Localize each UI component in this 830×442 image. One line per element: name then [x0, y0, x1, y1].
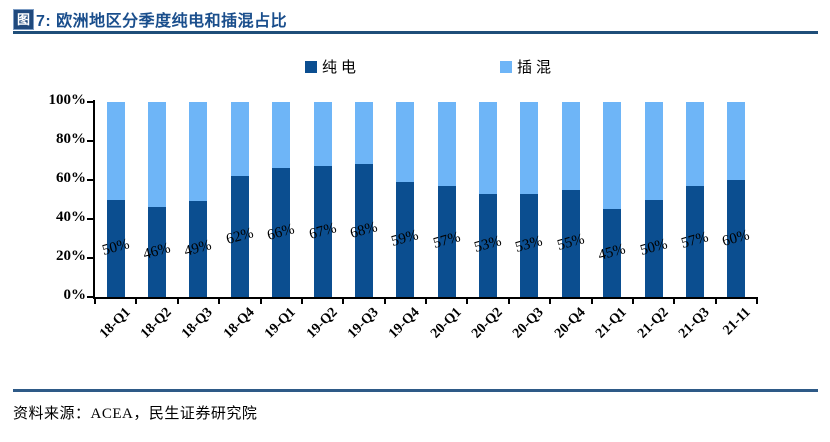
bar-segment-bev	[189, 201, 208, 297]
phev-swatch-icon	[500, 60, 512, 73]
y-axis-tick-label: 0%	[63, 287, 87, 303]
bar-data-label: 59%	[389, 227, 421, 251]
y-tick-mark	[87, 257, 94, 259]
x-tick-mark	[756, 297, 758, 304]
legend-label-bev: 纯电	[322, 60, 361, 76]
y-tick-mark	[87, 101, 94, 103]
bar-segment-phev	[272, 102, 291, 169]
bar-segment-bev	[230, 176, 249, 297]
figure-title: 7: 欧洲地区分季度纯电和插混占比	[36, 13, 288, 30]
legend-item-bev: 纯电	[305, 59, 361, 76]
figure-badge: 图	[13, 8, 34, 30]
bar-segment-phev	[685, 102, 704, 186]
legend-item-phev: 插混	[500, 59, 556, 76]
bar-segment-bev	[437, 185, 456, 297]
bar-data-label: 55%	[555, 231, 587, 255]
bar-segment-phev	[644, 102, 663, 200]
bar-data-label: 60%	[720, 226, 752, 250]
bar-segment-phev	[189, 102, 208, 202]
bar-segment-phev	[727, 102, 746, 180]
bar-segment-phev	[603, 102, 622, 210]
bar-segment-bev	[313, 166, 332, 297]
bar-segment-bev	[148, 207, 167, 297]
bar-segment-bev	[685, 185, 704, 297]
x-tick-mark	[383, 297, 386, 304]
bar-data-label: 46%	[141, 240, 173, 263]
bar-data-label: 57%	[679, 229, 711, 253]
figure-header: 图 7: 欧洲地区分季度纯电和插混占比	[13, 8, 287, 30]
title-underline	[13, 31, 818, 34]
x-tick-mark	[466, 297, 469, 304]
y-tick-mark	[87, 179, 94, 181]
source-note: 资料来源：ACEA，民生证券研究院	[13, 406, 258, 422]
y-axis-tick-label: 100%	[48, 92, 87, 108]
bar-segment-phev	[437, 102, 456, 186]
bar-data-label: 57%	[431, 229, 462, 253]
bar-data-label: 67%	[307, 219, 338, 243]
bar-data-label: 62%	[224, 224, 256, 248]
bar-segment-bev	[479, 193, 498, 297]
x-tick-mark	[176, 297, 179, 304]
y-axis-tick-label: 80%	[56, 131, 86, 147]
bar-data-label: 50%	[100, 236, 131, 260]
y-axis-tick-label: 20%	[56, 248, 86, 264]
bar-data-label: 53%	[472, 233, 504, 257]
bar-segment-phev	[561, 102, 580, 190]
x-tick-mark	[342, 297, 345, 304]
bar-segment-phev	[230, 102, 249, 177]
bar-segment-phev	[106, 102, 125, 200]
bar-segment-bev	[644, 199, 663, 297]
bar-segment-bev	[520, 193, 539, 297]
x-tick-mark	[425, 297, 427, 304]
bar-segment-bev	[561, 189, 580, 297]
bar-segment-phev	[520, 102, 539, 194]
bar-segment-phev	[396, 102, 415, 182]
bar-data-label: 68%	[348, 218, 380, 242]
bar-data-label: 50%	[638, 236, 669, 260]
bar-segment-phev	[148, 102, 167, 208]
y-tick-mark	[87, 218, 94, 220]
x-tick-mark	[94, 297, 96, 304]
y-tick-mark	[87, 296, 94, 298]
bar-segment-bev	[106, 199, 125, 297]
y-axis-tick-label: 60%	[56, 170, 86, 186]
x-tick-mark	[259, 297, 262, 304]
footer-divider	[13, 389, 818, 392]
bar-segment-phev	[354, 102, 373, 165]
bar-segment-bev	[396, 181, 415, 297]
x-tick-mark	[135, 297, 138, 304]
x-tick-mark	[631, 297, 634, 304]
legend-label-phev: 插混	[517, 60, 556, 76]
y-axis-tick-label: 40%	[56, 209, 86, 225]
y-axis-line	[93, 100, 95, 299]
bar-segment-bev	[603, 209, 622, 297]
x-tick-mark	[590, 297, 593, 304]
y-tick-mark	[87, 140, 94, 142]
bev-swatch-icon	[305, 60, 317, 73]
bar-segment-bev	[727, 180, 746, 297]
bar-segment-bev	[272, 168, 291, 297]
bar-segment-bev	[354, 164, 373, 297]
bar-segment-phev	[313, 102, 332, 167]
x-tick-mark	[673, 297, 676, 304]
bar-segment-phev	[479, 102, 498, 194]
x-tick-mark	[300, 297, 303, 304]
bar-data-label: 53%	[513, 233, 545, 257]
bar-data-label: 49%	[182, 237, 214, 261]
x-tick-mark	[549, 297, 552, 304]
x-tick-mark	[507, 297, 510, 304]
x-tick-mark	[714, 297, 717, 304]
bar-data-label: 66%	[265, 220, 297, 244]
bar-data-label: 45%	[596, 241, 628, 264]
x-tick-mark	[218, 297, 221, 304]
